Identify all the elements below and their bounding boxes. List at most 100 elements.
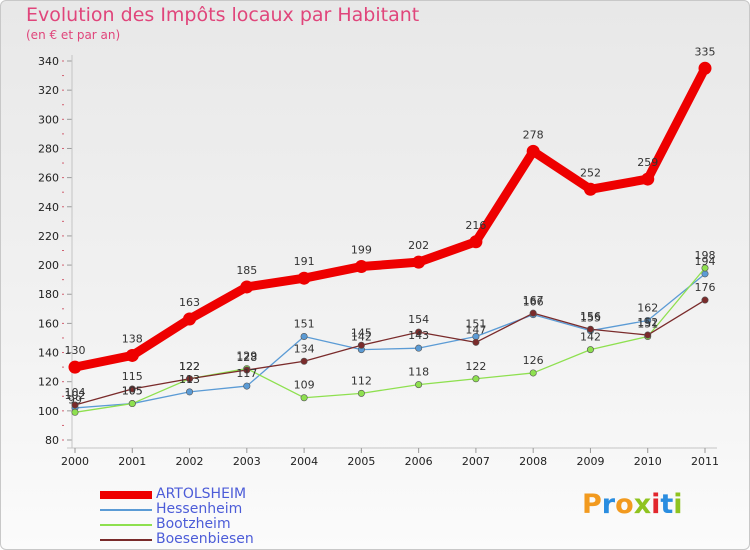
data-label-bootzheim: 112 bbox=[351, 374, 372, 387]
data-label-hessenheim: 142 bbox=[351, 331, 372, 344]
data-label-artolsheim: 252 bbox=[580, 166, 601, 179]
y-tick-label: 340 bbox=[38, 55, 59, 68]
x-tick-label: 2008 bbox=[519, 455, 547, 468]
data-point-hessenheim bbox=[186, 388, 194, 396]
data-point-hessenheim bbox=[415, 344, 423, 352]
data-label-bootzheim: 99 bbox=[68, 393, 82, 406]
data-label-hessenheim: 143 bbox=[408, 329, 429, 342]
data-point-boesenbiesen bbox=[357, 341, 365, 349]
x-tick-label: 2003 bbox=[233, 455, 261, 468]
data-point-bootzheim bbox=[529, 369, 537, 377]
legend-item-bootzheim[interactable]: Bootzheim bbox=[100, 517, 320, 532]
chart-title: Evolution des Impôts locaux par Habitant bbox=[26, 4, 420, 26]
logo-letter: i bbox=[651, 489, 661, 520]
data-label-hessenheim: 166 bbox=[523, 296, 544, 309]
data-label-hessenheim: 117 bbox=[236, 367, 257, 380]
y-tick-label: 260 bbox=[38, 172, 59, 185]
x-tick-label: 2005 bbox=[347, 455, 375, 468]
y-tick-label: 80 bbox=[45, 434, 59, 447]
data-label-artolsheim: 138 bbox=[122, 332, 143, 345]
x-tick-label: 2001 bbox=[118, 455, 146, 468]
legend-item-hessenheim[interactable]: Hessenheim bbox=[100, 502, 320, 517]
data-point-boesenbiesen bbox=[586, 325, 594, 333]
data-point-bootzheim bbox=[415, 381, 423, 389]
data-label-artolsheim: 259 bbox=[637, 156, 658, 169]
data-label-boesenbiesen: 154 bbox=[408, 313, 429, 326]
y-tick-label: 280 bbox=[38, 142, 59, 155]
data-point-artolsheim bbox=[183, 312, 197, 326]
data-label-bootzheim: 105 bbox=[122, 385, 143, 398]
data-point-artolsheim bbox=[297, 271, 311, 285]
data-point-artolsheim bbox=[583, 182, 597, 196]
data-point-bootzheim bbox=[472, 375, 480, 383]
data-label-artolsheim: 199 bbox=[351, 244, 372, 257]
data-point-artolsheim bbox=[354, 260, 368, 274]
grid-layer bbox=[62, 60, 72, 441]
data-point-boesenbiesen bbox=[300, 357, 308, 365]
data-label-boesenbiesen: 128 bbox=[236, 351, 257, 364]
data-point-boesenbiesen bbox=[71, 401, 79, 409]
data-point-artolsheim bbox=[412, 255, 426, 269]
data-label-boesenbiesen: 115 bbox=[122, 370, 143, 383]
data-label-boesenbiesen: 152 bbox=[637, 316, 658, 329]
data-label-boesenbiesen: 134 bbox=[294, 342, 315, 355]
legend-item-artolsheim[interactable]: ARTOLSHEIM bbox=[100, 487, 320, 502]
y-tick-label: 240 bbox=[38, 201, 59, 214]
series-line-hessenheim bbox=[74, 273, 706, 409]
logo-letter: i bbox=[673, 489, 683, 520]
data-label-bootzheim: 126 bbox=[523, 354, 544, 367]
x-tick-label: 2004 bbox=[290, 455, 318, 468]
data-point-bootzheim bbox=[357, 389, 365, 397]
series-line-artolsheim bbox=[70, 63, 710, 372]
data-label-artolsheim: 185 bbox=[236, 264, 257, 277]
data-point-hessenheim bbox=[300, 333, 308, 341]
legend-swatch-artolsheim bbox=[100, 491, 152, 499]
data-point-boesenbiesen bbox=[186, 375, 194, 383]
legend-item-boesenbiesen[interactable]: Boesenbiesen bbox=[100, 532, 320, 547]
y-tick-label: 100 bbox=[38, 405, 59, 418]
data-point-boesenbiesen bbox=[529, 309, 537, 317]
y-tick-label: 160 bbox=[38, 317, 59, 330]
x-tick-label: 2007 bbox=[462, 455, 490, 468]
data-point-boesenbiesen bbox=[128, 385, 136, 393]
data-label-boesenbiesen: 122 bbox=[179, 360, 200, 373]
data-point-bootzheim bbox=[71, 408, 79, 416]
data-label-bootzheim: 129 bbox=[236, 350, 257, 363]
data-label-boesenbiesen: 167 bbox=[523, 294, 544, 307]
legend-label-artolsheim: ARTOLSHEIM bbox=[156, 486, 247, 502]
proxiti-logo[interactable]: Proxiti bbox=[582, 489, 683, 520]
data-label-artolsheim: 163 bbox=[179, 296, 200, 309]
data-point-hessenheim bbox=[644, 316, 652, 324]
data-label-bootzheim: 142 bbox=[580, 331, 601, 344]
data-label-hessenheim: 105 bbox=[122, 385, 143, 398]
legend-label-hessenheim: Hessenheim bbox=[156, 501, 243, 517]
data-label-bootzheim: 198 bbox=[695, 249, 716, 262]
y-tick-label: 220 bbox=[38, 230, 59, 243]
data-label-hessenheim: 194 bbox=[695, 255, 716, 268]
data-label-hessenheim: 151 bbox=[465, 318, 486, 331]
data-point-bootzheim bbox=[586, 346, 594, 354]
data-label-hessenheim: 155 bbox=[580, 312, 601, 325]
data-point-artolsheim bbox=[641, 172, 655, 186]
legend-label-bootzheim: Bootzheim bbox=[156, 516, 231, 532]
data-label-bootzheim: 122 bbox=[179, 360, 200, 373]
x-tick-label: 2011 bbox=[691, 455, 719, 468]
data-point-artolsheim bbox=[240, 280, 254, 294]
y-tick-label: 320 bbox=[38, 84, 59, 97]
y-tick-label: 300 bbox=[38, 113, 59, 126]
data-point-hessenheim bbox=[243, 382, 251, 390]
legend-label-boesenbiesen: Boesenbiesen bbox=[156, 531, 254, 547]
y-tick-label: 200 bbox=[38, 259, 59, 272]
data-label-boesenbiesen: 156 bbox=[580, 310, 601, 323]
y-tick-label: 180 bbox=[38, 288, 59, 301]
logo-letter: o bbox=[615, 489, 634, 520]
data-point-artolsheim bbox=[125, 348, 139, 362]
data-label-artolsheim: 191 bbox=[294, 255, 315, 268]
data-point-artolsheim bbox=[469, 235, 483, 249]
data-label-hessenheim: 151 bbox=[294, 318, 315, 331]
data-label-hessenheim: 113 bbox=[179, 373, 200, 386]
data-point-boesenbiesen bbox=[415, 328, 423, 336]
data-point-artolsheim bbox=[698, 61, 712, 75]
data-point-boesenbiesen bbox=[701, 296, 709, 304]
